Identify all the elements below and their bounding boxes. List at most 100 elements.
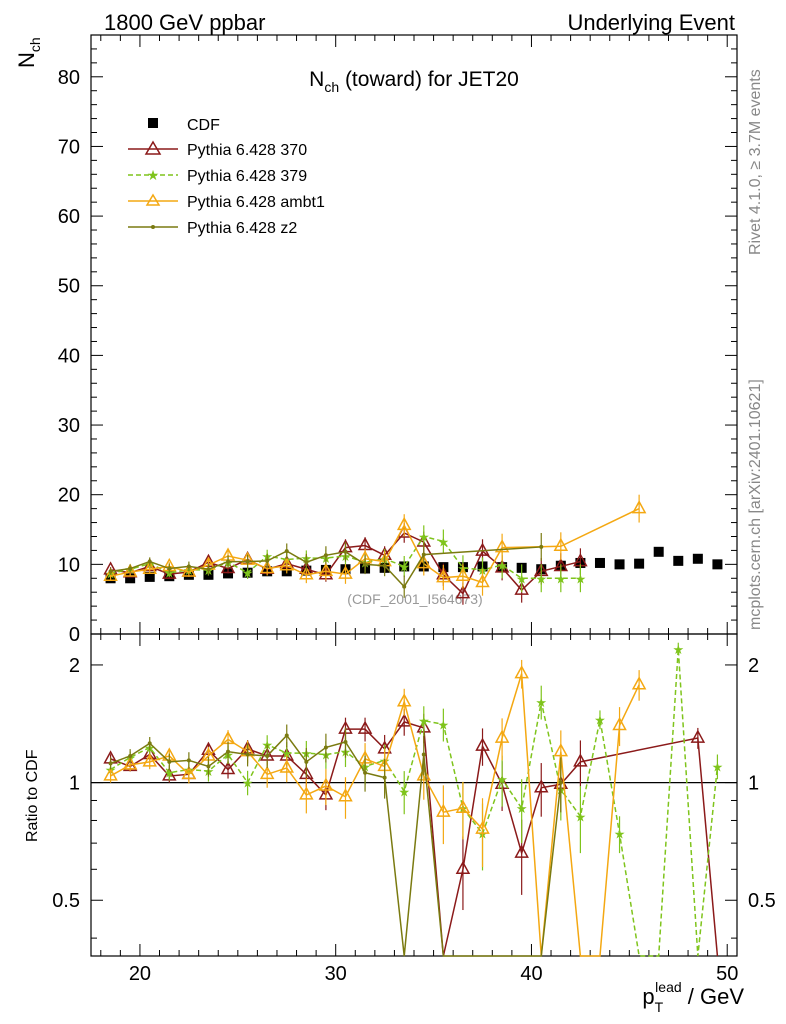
ratio-line: [110, 734, 562, 957]
legend-marker-z2: [151, 225, 155, 229]
legend-label-379: Pythia 6.428 379: [187, 168, 307, 185]
ratio-point: [382, 775, 387, 780]
ratio-point: ★: [438, 717, 450, 732]
ratio-point: [142, 753, 157, 767]
legend-entry-cdf: CDF: [148, 117, 220, 134]
ratio-point: ★: [712, 759, 724, 774]
ratio-point: ★: [516, 801, 528, 816]
y-axis-label: Nch: [14, 37, 43, 68]
main-data: ★★★★★★★★★★★★★★★★★★★★★★★★★: [103, 494, 723, 605]
data-point: [396, 516, 412, 531]
ratio-tick-label: 1: [69, 773, 80, 795]
mcplots-label: mcplots.cern.ch [arXiv:2401.10621]: [747, 379, 764, 630]
data-point: [167, 566, 172, 571]
legend-marker-cdf: [148, 118, 158, 128]
data-point: [108, 569, 113, 574]
data-point: [299, 566, 314, 580]
ratio-point: [631, 676, 647, 690]
data-point: [653, 546, 664, 557]
ratio-point: [573, 753, 588, 767]
data-point: [631, 500, 647, 514]
data-point: [279, 557, 295, 571]
ratio-point: [226, 749, 231, 754]
data-point: [142, 560, 157, 574]
x-tick-label: 20: [129, 963, 151, 985]
ratio-tick-label-right: 2: [748, 655, 759, 677]
data-point: [421, 552, 426, 557]
ratio-point: ★: [398, 784, 410, 799]
data-point: [416, 555, 432, 569]
ratio-point: ★: [163, 766, 175, 781]
y-tick-label: 60: [58, 206, 80, 228]
ratio-point: ★: [575, 809, 587, 824]
legend-entry-z2: Pythia 6.428 z2: [128, 220, 297, 237]
data-point: [494, 539, 510, 553]
ratio-point: ★: [594, 713, 606, 728]
ratio-point: [245, 752, 250, 757]
ratio-tick-label-right: 0.5: [748, 890, 776, 912]
ratio-point: [323, 745, 328, 750]
ratio-point: [108, 761, 113, 766]
ratio-point: [284, 733, 289, 738]
ratio-point: [612, 716, 627, 731]
y-tick-label: 20: [58, 485, 80, 507]
ratio-point: ★: [281, 746, 293, 761]
ratio-point: [279, 759, 295, 773]
ratio-point: [357, 720, 373, 734]
data-point: [712, 559, 723, 570]
ratio-point: [421, 752, 426, 757]
legend-marker-379: ★: [147, 167, 160, 183]
data-point: [144, 571, 155, 582]
ratio-point: [299, 786, 314, 800]
legend-label-cdf: CDF: [187, 117, 220, 134]
ratio-point: [558, 780, 563, 785]
x-tick-label: 40: [520, 963, 542, 985]
x-tick-label: 50: [716, 963, 738, 985]
data-point: ★: [496, 558, 508, 573]
data-point: [181, 563, 197, 577]
legend-marker-370: [144, 140, 162, 155]
ratio-point: ★: [535, 695, 547, 710]
data-point: [343, 549, 348, 554]
legend: CDF Pythia 6.428 370 ★ Pythia 6.428 379 …: [128, 117, 325, 237]
ratio-frame: [90, 633, 738, 957]
ratio-point: [396, 713, 412, 727]
data-point: ★: [242, 566, 254, 581]
data-point: [338, 565, 353, 579]
data-point: ★: [555, 571, 567, 586]
data-point: [284, 549, 289, 554]
data-point: [323, 553, 328, 558]
ratio-point: ★: [614, 827, 626, 842]
ratio-point: [259, 765, 275, 780]
chart-title: Nch (toward) for JET20: [309, 68, 519, 95]
ratio-point: [533, 779, 549, 793]
y-tick-label: 10: [58, 554, 80, 576]
data-point: [402, 584, 407, 589]
ratio-point: [553, 743, 569, 757]
y-tick-label: 50: [58, 276, 80, 298]
data-point: [539, 544, 544, 549]
y-tick-label: 80: [58, 67, 80, 89]
legend-entry-370: Pythia 6.428 370: [128, 140, 307, 159]
ratio-point: [475, 820, 490, 834]
ratio-tick-label-right: 1: [748, 773, 759, 795]
ratio-point: [220, 760, 236, 775]
data-point: [206, 567, 211, 572]
ratio-point: [318, 777, 334, 791]
data-point: [304, 560, 309, 565]
ratio-point: ★: [242, 776, 254, 791]
data-point: [382, 563, 387, 568]
series-line: [110, 546, 542, 588]
data-point: [220, 559, 236, 574]
header-right: Underlying Event: [567, 10, 735, 35]
legend-marker-ambt1: [145, 193, 161, 206]
ratio-point: [186, 758, 191, 763]
y-tick-label: 70: [58, 136, 80, 158]
ratio-point: [416, 767, 432, 781]
legend-entry-ambt1: Pythia 6.428 ambt1: [128, 193, 325, 211]
data-point: [125, 573, 136, 584]
ratio-point: ★: [672, 642, 684, 657]
ratio-point: [690, 729, 706, 743]
ratio-tick-label: 2: [69, 655, 80, 677]
